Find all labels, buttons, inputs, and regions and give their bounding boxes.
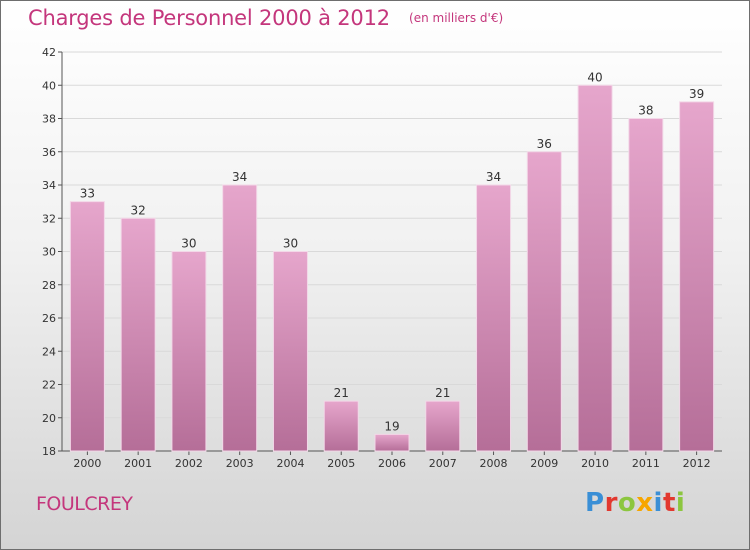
- logo-letter: i: [653, 488, 663, 518]
- x-tick-label: 2005: [327, 457, 355, 470]
- y-tick-label: 28: [42, 279, 56, 292]
- bar-value-label: 34: [486, 170, 501, 184]
- logo-letter: P: [585, 488, 605, 518]
- bars: [69, 84, 715, 452]
- y-tick-label: 32: [42, 212, 56, 225]
- y-tick-label: 30: [42, 246, 56, 259]
- x-tick-label: 2007: [429, 457, 457, 470]
- bar-value-label: 30: [283, 237, 298, 251]
- logo-letter: i: [675, 488, 686, 518]
- bar: [222, 184, 258, 452]
- axes: [58, 51, 722, 455]
- x-tick-label: 2008: [480, 457, 508, 470]
- bar: [577, 84, 613, 452]
- bar: [526, 151, 562, 452]
- bar-value-label: 21: [435, 386, 450, 400]
- bar: [628, 118, 664, 452]
- proxiti-logo: Proxiti: [585, 488, 685, 518]
- bar: [374, 433, 410, 452]
- x-tick-label: 2012: [683, 457, 711, 470]
- bar: [171, 251, 207, 452]
- bar-value-label: 33: [80, 187, 95, 201]
- labels: 18 20 22 24 26 28 30 32 34 36 38 40 42 33 2000 32 2001 30…: [42, 46, 711, 470]
- location-name: FOULCREY: [36, 493, 133, 515]
- x-tick-label: 2004: [276, 457, 304, 470]
- bar-value-label: 32: [131, 203, 146, 217]
- bar-value-label: 40: [587, 70, 602, 84]
- x-tick-label: 2002: [175, 457, 203, 470]
- bar: [69, 201, 105, 452]
- bar: [425, 400, 461, 452]
- bar: [476, 184, 512, 452]
- bar: [272, 251, 308, 452]
- y-tick-label: 22: [42, 379, 56, 392]
- bar: [679, 101, 715, 452]
- bar-value-label: 36: [537, 137, 552, 151]
- bar: [323, 400, 359, 452]
- x-tick-label: 2009: [530, 457, 558, 470]
- chart-title: Charges de Personnel 2000 à 2012: [28, 6, 390, 30]
- title-row: Charges de Personnel 2000 à 2012 (en mil…: [28, 6, 503, 30]
- y-tick-label: 20: [42, 412, 56, 425]
- y-tick-label: 42: [42, 46, 56, 59]
- x-tick-label: 2011: [632, 457, 660, 470]
- bar: [120, 217, 156, 452]
- logo-letter: t: [662, 488, 676, 518]
- x-tick-label: 2001: [124, 457, 152, 470]
- bar-value-label: 38: [638, 104, 653, 118]
- bar-value-label: 39: [689, 87, 704, 101]
- y-tick-label: 24: [42, 345, 56, 358]
- logo-letter: r: [604, 488, 618, 518]
- logo-letter: o: [617, 488, 637, 518]
- y-tick-label: 18: [42, 445, 56, 458]
- bar-value-label: 19: [384, 419, 399, 433]
- bar-value-label: 34: [232, 170, 247, 184]
- x-tick-label: 2006: [378, 457, 406, 470]
- x-tick-label: 2003: [226, 457, 254, 470]
- x-tick-label: 2000: [73, 457, 101, 470]
- chart-subtitle: (en milliers d'€): [409, 11, 504, 25]
- y-tick-label: 40: [42, 79, 56, 92]
- gridlines: [62, 51, 722, 452]
- bar-value-label: 30: [181, 237, 196, 251]
- y-tick-label: 26: [42, 312, 56, 325]
- y-tick-label: 34: [42, 179, 56, 192]
- y-tick-label: 38: [42, 113, 56, 126]
- x-tick-label: 2010: [581, 457, 609, 470]
- y-tick-label: 36: [42, 146, 56, 159]
- logo-letter: x: [636, 488, 654, 518]
- bar-value-label: 21: [334, 386, 349, 400]
